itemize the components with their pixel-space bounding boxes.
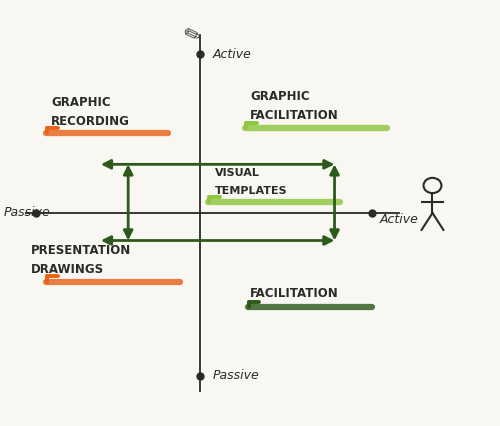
Text: PRESENTATION: PRESENTATION [31,245,132,257]
Text: VISUAL: VISUAL [215,168,260,178]
Text: ✎: ✎ [181,23,204,48]
Text: GRAPHIC: GRAPHIC [51,96,110,109]
Text: RECORDING: RECORDING [51,115,130,128]
Text: FACILITATION: FACILITATION [250,287,339,300]
Text: Passive: Passive [212,369,260,383]
Text: FACILITATION: FACILITATION [250,109,339,122]
Point [196,372,204,379]
Point [196,51,204,58]
Text: Passive: Passive [4,207,50,219]
Text: DRAWINGS: DRAWINGS [31,264,104,276]
Point [32,210,40,216]
Text: Active: Active [212,48,252,61]
Text: Active: Active [380,213,418,226]
Point [368,210,376,216]
Text: TEMPLATES: TEMPLATES [215,186,288,196]
Text: GRAPHIC: GRAPHIC [250,90,310,103]
